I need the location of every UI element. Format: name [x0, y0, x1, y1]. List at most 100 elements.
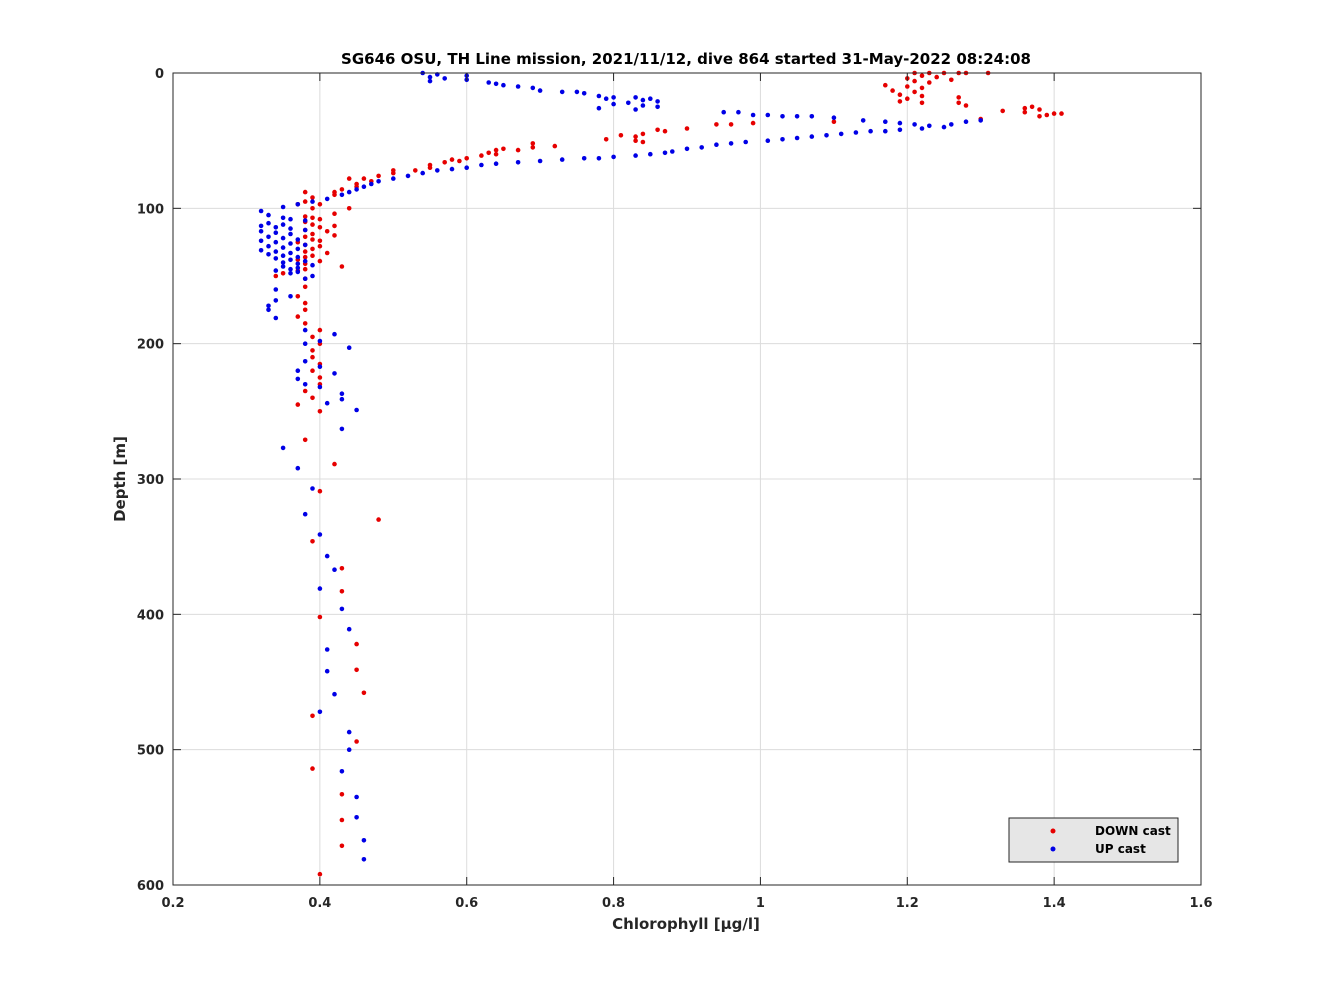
up-cast-point [354, 407, 359, 413]
down-cast-point [310, 215, 315, 221]
up-cast-point [486, 80, 492, 85]
down-cast-point [339, 566, 345, 571]
up-cast-point [883, 128, 888, 134]
down-cast-point [317, 216, 323, 222]
up-cast-point [640, 103, 646, 108]
up-cast-point [369, 181, 374, 187]
data-points [258, 70, 1064, 877]
down-cast-point [949, 77, 954, 83]
down-cast-point [515, 147, 521, 153]
down-cast-point [332, 211, 337, 216]
up-cast-point [273, 315, 279, 321]
down-cast-point [317, 225, 323, 230]
up-cast-point [391, 176, 396, 181]
down-cast-point [919, 73, 925, 78]
up-cast-point [479, 162, 484, 168]
up-cast-point [633, 95, 638, 100]
up-cast-point [295, 202, 301, 207]
up-cast-point [302, 511, 308, 517]
down-cast-point [890, 88, 895, 93]
down-cast-point [317, 614, 323, 620]
down-cast-point [530, 141, 536, 146]
up-cast-point [302, 218, 308, 223]
up-cast-point [310, 199, 315, 204]
y-tick-label: 600 [137, 879, 164, 894]
down-cast-point [295, 294, 301, 299]
up-cast-point [537, 158, 543, 164]
up-cast-point [655, 104, 660, 110]
y-tick-label: 500 [137, 744, 164, 759]
up-cast-point [611, 95, 616, 100]
up-cast-point [324, 668, 330, 674]
up-cast-point [581, 91, 587, 96]
up-cast-point [317, 709, 323, 715]
down-cast-point [1037, 114, 1042, 119]
down-cast-point [493, 151, 499, 157]
up-cast-point [427, 74, 433, 80]
up-cast-point [794, 114, 800, 119]
down-cast-point [317, 327, 323, 333]
down-cast-point [310, 222, 315, 227]
down-cast-point [662, 128, 668, 134]
up-cast-point [288, 226, 293, 231]
up-cast-point [310, 262, 315, 268]
down-cast-point [486, 150, 492, 156]
down-cast-point [897, 92, 903, 97]
up-cast-point [295, 376, 301, 382]
down-cast-point [905, 96, 910, 101]
up-cast-point [324, 553, 330, 559]
y-tick-label: 300 [137, 473, 164, 488]
down-cast-point [302, 266, 308, 272]
up-cast-point [824, 133, 829, 138]
down-cast-point [332, 233, 337, 238]
down-cast-point [684, 126, 690, 131]
up-cast-point [288, 294, 293, 299]
down-cast-point [750, 120, 756, 126]
down-cast-point [273, 273, 279, 279]
up-cast-point [266, 252, 271, 257]
x-tick-label: 1.6 [1189, 896, 1212, 911]
down-cast-point [317, 258, 323, 264]
down-cast-point [317, 238, 323, 244]
down-cast-series [273, 70, 1064, 877]
down-cast-point [310, 539, 315, 544]
up-cast-point [743, 139, 748, 145]
legend-down-marker [1050, 828, 1056, 834]
up-cast-point [493, 161, 499, 166]
up-cast-point [868, 128, 873, 134]
down-cast-point [339, 187, 345, 192]
up-cast-point [266, 307, 271, 313]
down-cast-point [310, 195, 315, 200]
up-cast-point [853, 130, 859, 135]
up-cast-point [860, 118, 866, 123]
up-cast-point [310, 273, 315, 279]
up-cast-point [266, 243, 271, 249]
down-cast-point [956, 100, 961, 106]
down-cast-point [354, 667, 359, 673]
up-cast-point [765, 112, 771, 118]
down-cast-point [427, 165, 433, 170]
down-cast-point [552, 143, 558, 149]
up-cast-point [317, 338, 323, 344]
up-cast-point [684, 146, 690, 152]
up-cast-point [295, 261, 301, 267]
up-cast-point [794, 135, 800, 141]
up-cast-point [559, 157, 565, 162]
up-cast-point [302, 382, 308, 387]
up-cast-point [295, 265, 301, 271]
down-cast-point [1059, 111, 1064, 116]
down-cast-point [618, 133, 624, 138]
up-cast-point [361, 838, 367, 843]
up-cast-point [295, 254, 301, 260]
down-cast-point [633, 134, 638, 139]
up-cast-point [332, 691, 337, 697]
down-cast-point [376, 517, 381, 522]
down-cast-point [1037, 107, 1042, 112]
up-cast-point [912, 122, 917, 127]
up-cast-point [280, 253, 286, 258]
up-cast-point [435, 168, 440, 173]
up-cast-point [963, 119, 969, 124]
up-cast-point [655, 99, 660, 104]
down-cast-point [332, 223, 337, 229]
down-cast-point [361, 690, 367, 696]
